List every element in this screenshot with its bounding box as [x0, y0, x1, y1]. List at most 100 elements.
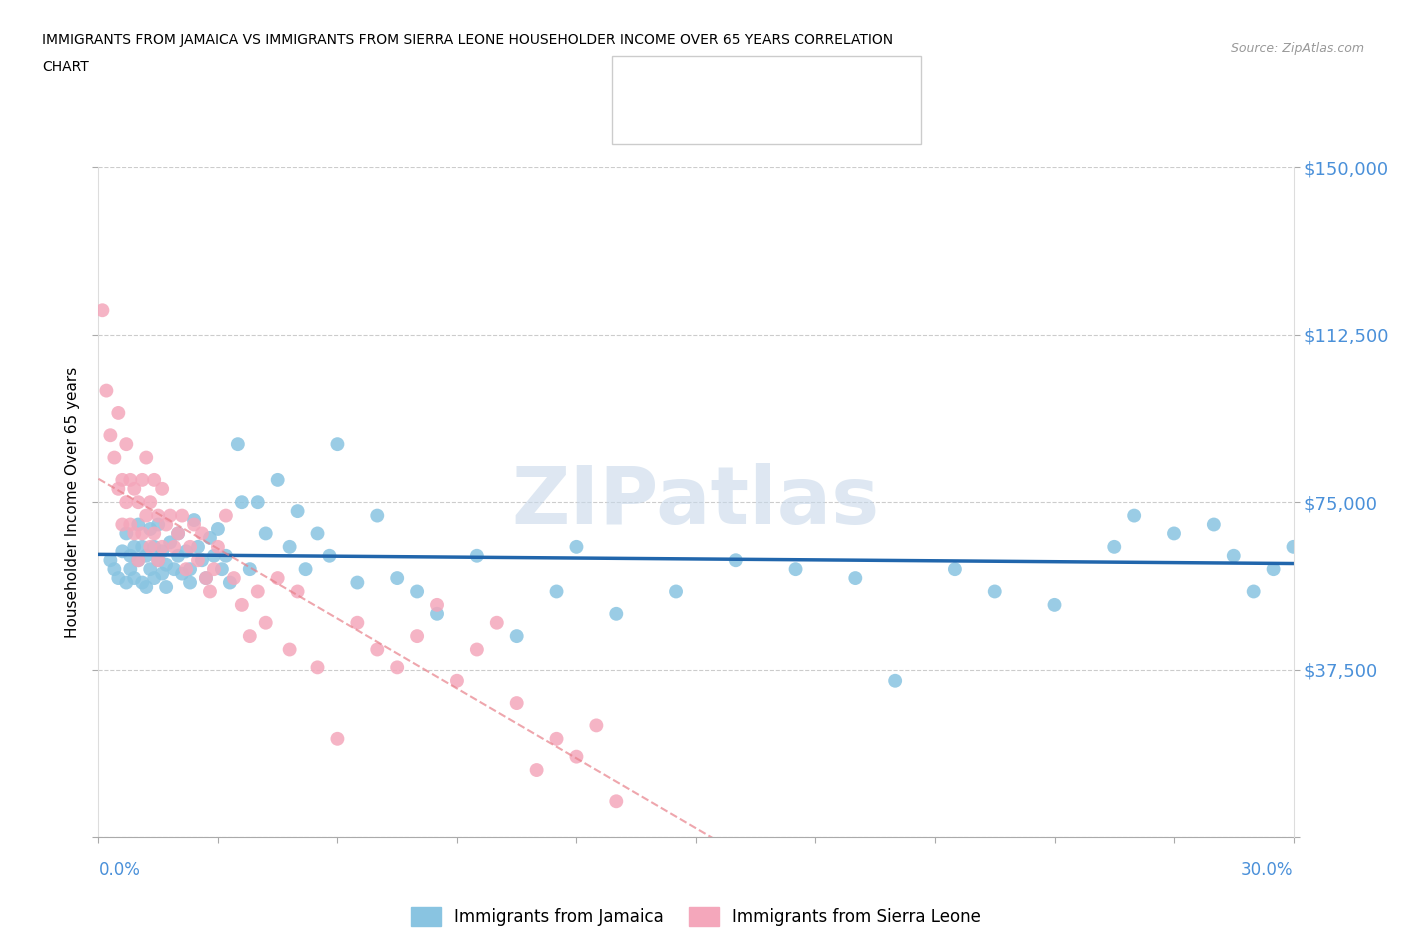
Point	[366, 642, 388, 657]
Text: R =: R =	[682, 114, 721, 132]
Point	[124, 539, 146, 554]
Point	[135, 508, 157, 523]
Point	[267, 472, 290, 487]
Point	[984, 584, 1007, 599]
Point	[943, 562, 966, 577]
Point	[202, 562, 225, 577]
Point	[91, 303, 114, 318]
Point	[143, 526, 166, 541]
Point	[115, 437, 138, 452]
Point	[148, 552, 170, 567]
Point	[605, 794, 627, 809]
Point	[167, 526, 190, 541]
Point	[143, 571, 166, 586]
Point	[605, 606, 627, 621]
Point	[131, 526, 153, 541]
Text: 90: 90	[855, 80, 880, 98]
Point	[111, 544, 134, 559]
Point	[135, 450, 157, 465]
Point	[1382, 552, 1405, 567]
Point	[191, 552, 214, 567]
Point	[120, 517, 142, 532]
Point	[526, 763, 548, 777]
Point	[465, 549, 488, 564]
Point	[107, 571, 129, 586]
Point	[385, 660, 409, 675]
Point	[426, 597, 449, 612]
Point	[844, 571, 866, 586]
Point	[254, 526, 277, 541]
Point	[115, 526, 138, 541]
Point	[506, 629, 529, 644]
Point	[1163, 526, 1185, 541]
Text: -0.019: -0.019	[728, 80, 793, 98]
Point	[179, 575, 201, 590]
Point	[485, 616, 508, 631]
Point	[278, 539, 301, 554]
Point	[222, 571, 245, 586]
Point	[565, 539, 588, 554]
Point	[143, 472, 166, 487]
Legend: Immigrants from Jamaica, Immigrants from Sierra Leone: Immigrants from Jamaica, Immigrants from…	[404, 900, 988, 930]
Point	[1202, 517, 1225, 532]
Point	[219, 575, 242, 590]
Point	[198, 584, 221, 599]
Point	[150, 544, 173, 559]
Text: R =: R =	[682, 80, 721, 98]
Point	[107, 405, 129, 420]
Point	[406, 629, 429, 644]
Point	[231, 597, 253, 612]
Point	[167, 549, 190, 564]
Point	[785, 562, 807, 577]
Point	[148, 517, 170, 532]
Point	[1362, 508, 1385, 523]
Point	[107, 482, 129, 497]
Text: N =: N =	[799, 114, 851, 132]
Point	[546, 584, 568, 599]
Point	[148, 508, 170, 523]
Point	[191, 526, 214, 541]
Point	[143, 539, 166, 554]
Point	[366, 508, 388, 523]
Point	[254, 616, 277, 631]
Point	[120, 472, 142, 487]
Point	[120, 549, 142, 564]
Point	[179, 539, 201, 554]
Point	[195, 571, 218, 586]
Point	[246, 495, 269, 510]
Point	[127, 495, 149, 510]
Text: IMMIGRANTS FROM JAMAICA VS IMMIGRANTS FROM SIERRA LEONE HOUSEHOLDER INCOME OVER : IMMIGRANTS FROM JAMAICA VS IMMIGRANTS FR…	[42, 33, 893, 46]
Point	[96, 383, 118, 398]
Point	[183, 512, 205, 527]
Point	[226, 437, 249, 452]
Y-axis label: Householder Income Over 65 years: Householder Income Over 65 years	[65, 366, 80, 638]
Point	[148, 552, 170, 567]
Point	[150, 482, 173, 497]
Point	[174, 544, 197, 559]
Point	[183, 517, 205, 532]
Point	[187, 539, 209, 554]
Point	[163, 539, 186, 554]
Text: N =: N =	[799, 80, 851, 98]
Point	[1104, 539, 1126, 554]
Point	[139, 495, 162, 510]
Point	[155, 579, 177, 594]
Point	[98, 428, 122, 443]
Point	[326, 731, 349, 746]
Point	[546, 731, 568, 746]
Point	[172, 566, 194, 581]
Point	[139, 562, 162, 577]
Point	[231, 495, 253, 510]
Point	[1243, 584, 1265, 599]
Point	[406, 584, 429, 599]
Point	[211, 562, 233, 577]
Point	[198, 530, 221, 545]
Point	[120, 562, 142, 577]
Point	[163, 562, 186, 577]
Point	[111, 517, 134, 532]
Point	[294, 562, 316, 577]
Text: 0.0%: 0.0%	[98, 860, 141, 879]
Point	[465, 642, 488, 657]
Point	[187, 552, 209, 567]
Point	[724, 552, 747, 567]
